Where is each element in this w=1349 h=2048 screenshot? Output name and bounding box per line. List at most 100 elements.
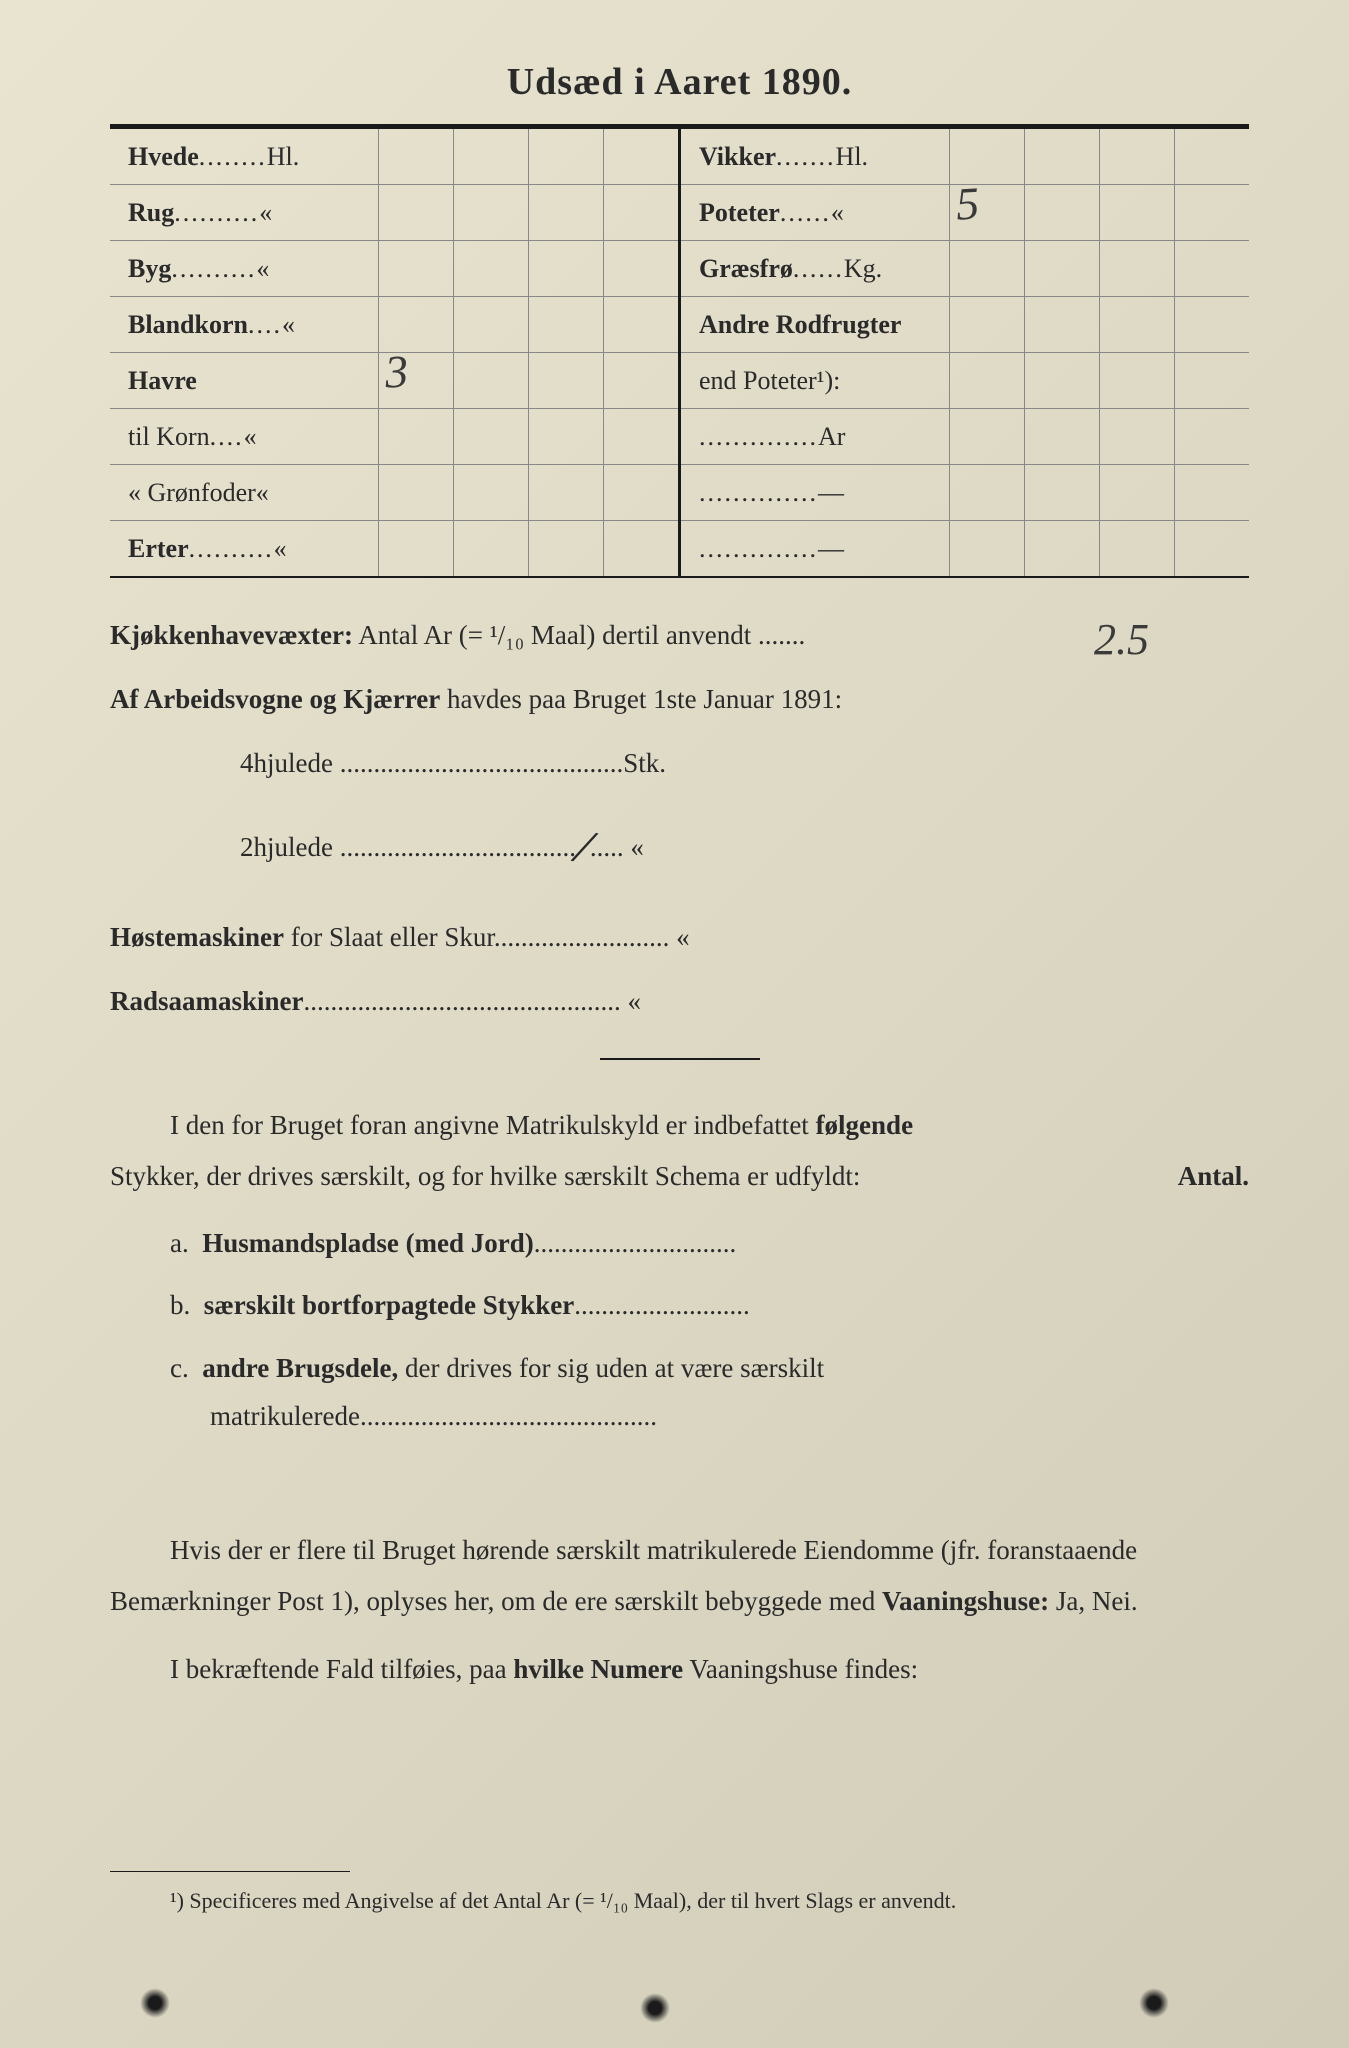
- item-b-letter: b.: [170, 1290, 190, 1320]
- crop-cell: [1099, 409, 1174, 464]
- crop-row: Havre3: [110, 353, 678, 409]
- crop-cell: [1174, 185, 1249, 240]
- item-b: b. særskilt bortforpagtede Stykker......…: [150, 1281, 1249, 1330]
- kjokken-line: Kjøkkenhavevæxter: Antal Ar (= ¹/₁₀ Maal…: [110, 608, 1249, 662]
- page-title: Udsæd i Aaret 1890.: [110, 60, 1249, 104]
- crop-cell: [453, 521, 528, 576]
- crop-label: end Poteter¹):: [681, 366, 949, 396]
- crop-row: ..............—: [681, 521, 1249, 576]
- crop-row: Græsfrø......Kg.: [681, 241, 1249, 297]
- crop-cell: [1174, 521, 1249, 576]
- crop-table: Hvede........Hl. Rug..........« Byg.......…: [110, 129, 1249, 578]
- crop-cell: [1024, 465, 1099, 520]
- footnote-rule: [110, 1871, 350, 1872]
- crop-label: Græsfrø......Kg.: [681, 254, 949, 284]
- para3-bold: hvilke Numere: [513, 1654, 683, 1684]
- crop-row: Byg..........«: [110, 241, 678, 297]
- arbeidsvogne-bold: Af Arbeidsvogne og Kjærrer: [110, 684, 440, 714]
- crop-cell: [528, 521, 603, 576]
- crop-cell: [949, 241, 1024, 296]
- crop-row: Hvede........Hl.: [110, 129, 678, 185]
- arbeidsvogne-line: Af Arbeidsvogne og Kjærrer havdes paa Br…: [110, 672, 1249, 726]
- crop-cell: [1174, 241, 1249, 296]
- footnote: ¹) Specificeres med Angivelse af det Ant…: [110, 1884, 1249, 1917]
- crop-label: Hvede........Hl.: [110, 142, 378, 172]
- crop-cells: [949, 409, 1249, 464]
- crop-cells: [949, 521, 1249, 576]
- para2: Hvis der er flere til Bruget hørende sær…: [110, 1525, 1249, 1628]
- crop-cell: [378, 521, 453, 576]
- crop-cell: [1024, 129, 1099, 184]
- arbeidsvogne-text: havdes paa Bruget 1ste Januar 1891:: [440, 684, 842, 714]
- crop-cells: [949, 241, 1249, 296]
- item-c: c. andre Brugsdele, der drives for sig u…: [150, 1344, 1249, 1441]
- crop-cell: [453, 185, 528, 240]
- crop-cells: [378, 129, 678, 184]
- crop-cells: [378, 465, 678, 520]
- crop-cell: 5: [949, 185, 1024, 240]
- twowheel-post: ..... «: [590, 832, 644, 862]
- crop-cell: [949, 409, 1024, 464]
- crop-label: ..............—: [681, 478, 949, 508]
- crop-cell: [453, 409, 528, 464]
- crop-cell: [1024, 521, 1099, 576]
- crop-cell: [603, 353, 678, 408]
- crop-cell: [528, 241, 603, 296]
- kjokken-value: 2.5: [1094, 596, 1149, 684]
- crop-cell: [378, 465, 453, 520]
- crop-row: end Poteter¹):: [681, 353, 1249, 409]
- crop-row: Rug..........«: [110, 185, 678, 241]
- crop-cell: [1174, 353, 1249, 408]
- crop-cells: [949, 297, 1249, 352]
- crop-cell: [528, 353, 603, 408]
- crop-cell: 3: [378, 353, 453, 408]
- radsaa-text: ........................................…: [304, 986, 642, 1016]
- crop-cell: [1099, 129, 1174, 184]
- crop-label: Havre: [110, 366, 378, 396]
- crop-row: Andre Rodfrugter: [681, 297, 1249, 353]
- crop-cell: [453, 465, 528, 520]
- crop-cell: [528, 185, 603, 240]
- crop-cell: [1024, 297, 1099, 352]
- kjokken-text: Antal Ar (= ¹/₁₀ Maal) dertil anvendt ..…: [353, 620, 805, 650]
- crop-label: « Grønfoder«: [110, 478, 378, 508]
- crop-label: ..............Ar: [681, 422, 949, 452]
- crop-cells: [378, 241, 678, 296]
- crop-cell: [453, 297, 528, 352]
- crop-cell: [1099, 521, 1174, 576]
- item-c-dots: ........................................…: [360, 1401, 657, 1431]
- crop-cell: [603, 465, 678, 520]
- crop-col-right: Vikker.......Hl.Poteter......«5Græsfrø..…: [681, 129, 1249, 576]
- item-c-letter: c.: [170, 1353, 189, 1383]
- item-a-dots: ..............................: [534, 1228, 737, 1258]
- para2-bold: Vaaningshuse:: [882, 1586, 1049, 1616]
- crop-cells: [949, 353, 1249, 408]
- crop-cell: [949, 297, 1024, 352]
- item-b-dots: ..........................: [574, 1290, 750, 1320]
- crop-label: Poteter......«: [681, 198, 949, 228]
- handwritten-value: 3: [384, 344, 410, 398]
- item-a-letter: a.: [170, 1228, 189, 1258]
- paper-damage: [140, 1988, 170, 2018]
- crop-label: Rug..........«: [110, 198, 378, 228]
- crop-cell: [453, 129, 528, 184]
- hostemaskiner-bold: Høstemaskiner: [110, 922, 284, 952]
- crop-cell: [949, 129, 1024, 184]
- item-b-bold: særskilt bortforpagtede Stykker: [204, 1290, 574, 1320]
- crop-label: ..............—: [681, 534, 949, 564]
- crop-label: Erter..........«: [110, 534, 378, 564]
- crop-cell: [1024, 409, 1099, 464]
- radsaa-line: Radsaamaskiner..........................…: [110, 974, 1249, 1028]
- crop-cells: [378, 185, 678, 240]
- para3-pre: I bekræftende Fald tilføies, paa: [170, 1654, 513, 1684]
- crop-label: til Korn....«: [110, 422, 378, 452]
- crop-cell: [1174, 129, 1249, 184]
- crop-cell: [603, 185, 678, 240]
- para2-end: Ja, Nei.: [1049, 1586, 1137, 1616]
- crop-cells: [378, 521, 678, 576]
- crop-row: Erter..........«: [110, 521, 678, 576]
- twowheel-pre: 2hjulede ...............................…: [240, 832, 576, 862]
- crop-cell: [603, 129, 678, 184]
- crop-cell: [1099, 353, 1174, 408]
- handwritten-value: 5: [955, 176, 981, 230]
